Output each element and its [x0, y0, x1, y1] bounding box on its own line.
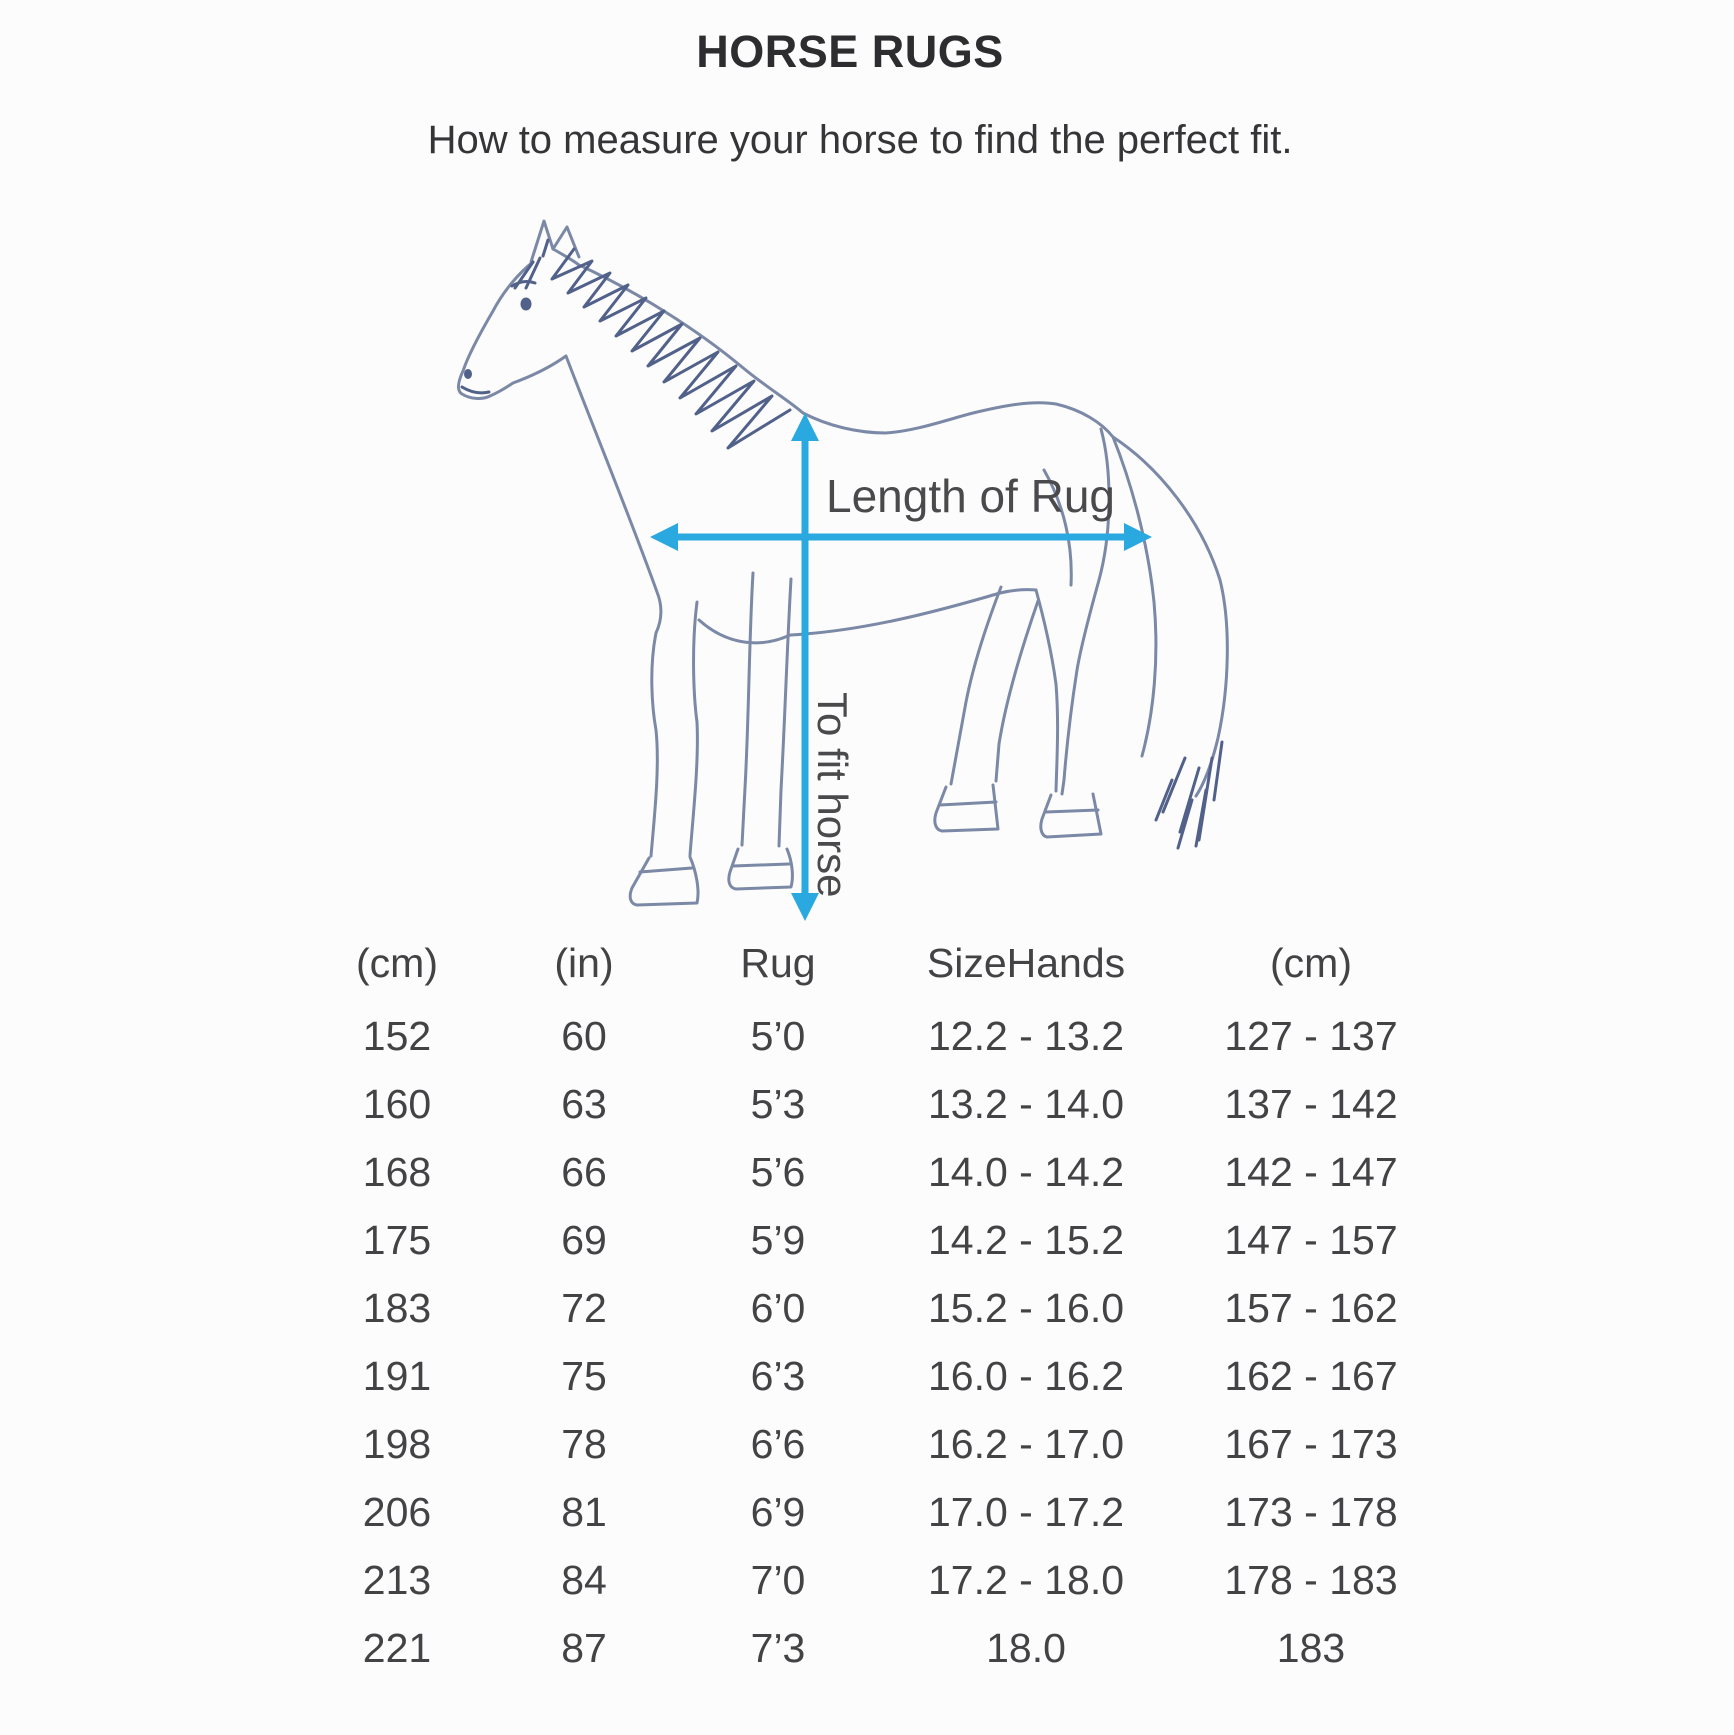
table-cell: 5’9	[672, 1217, 884, 1264]
table-cell: 78	[496, 1421, 672, 1468]
table-cell: 191	[298, 1353, 496, 1400]
table-cell: 175	[298, 1217, 496, 1264]
to-fit-horse-label: To fit horse	[809, 692, 856, 897]
horse-measurement-diagram: Length of Rug To fit horse	[0, 0, 1734, 935]
table-cell: 14.0 - 14.2	[884, 1149, 1168, 1196]
table-cell: 137 - 142	[1168, 1081, 1454, 1128]
table-cell: 75	[496, 1353, 672, 1400]
horse-rug-size-guide: HORSE RUGS How to measure your horse to …	[0, 0, 1734, 1735]
table-cell: 206	[298, 1489, 496, 1536]
table-cell: 5’3	[672, 1081, 884, 1128]
table-cell: 5’0	[672, 1013, 884, 1060]
table-row: 160 63 5’3 13.2 - 14.0 137 - 142	[298, 1070, 1454, 1138]
table-cell: 162 - 167	[1168, 1353, 1454, 1400]
table-cell: 16.2 - 17.0	[884, 1421, 1168, 1468]
table-cell: 7’0	[672, 1557, 884, 1604]
table-cell: 213	[298, 1557, 496, 1604]
table-cell: 127 - 137	[1168, 1013, 1454, 1060]
table-cell: 6’3	[672, 1353, 884, 1400]
table-cell: 6’0	[672, 1285, 884, 1332]
table-row: 175 69 5’9 14.2 - 15.2 147 - 157	[298, 1206, 1454, 1274]
table-cell: 60	[496, 1013, 672, 1060]
table-row: 152 60 5’0 12.2 - 13.2 127 - 137	[298, 1002, 1454, 1070]
table-cell: 5’6	[672, 1149, 884, 1196]
table-cell: 66	[496, 1149, 672, 1196]
table-cell: 13.2 - 14.0	[884, 1081, 1168, 1128]
table-cell: 157 - 162	[1168, 1285, 1454, 1332]
length-of-rug-arrow	[650, 523, 1152, 551]
table-cell: 84	[496, 1557, 672, 1604]
table-cell: 198	[298, 1421, 496, 1468]
table-cell: 16.0 - 16.2	[884, 1353, 1168, 1400]
column-header-cm-height: (cm)	[1168, 940, 1454, 987]
table-row: 213 84 7’0 17.2 - 18.0 178 - 183	[298, 1546, 1454, 1614]
table-cell: 168	[298, 1149, 496, 1196]
column-header-size-hands: SizeHands	[884, 940, 1168, 987]
table-cell: 14.2 - 15.2	[884, 1217, 1168, 1264]
column-header-in: (in)	[496, 940, 672, 987]
table-row: 206 81 6’9 17.0 - 17.2 173 - 178	[298, 1478, 1454, 1546]
table-cell: 142 - 147	[1168, 1149, 1454, 1196]
table-row: 183 72 6’0 15.2 - 16.0 157 - 162	[298, 1274, 1454, 1342]
table-cell: 17.2 - 18.0	[884, 1557, 1168, 1604]
column-header-cm-length: (cm)	[298, 940, 496, 987]
table-cell: 18.0	[884, 1625, 1168, 1672]
table-cell: 15.2 - 16.0	[884, 1285, 1168, 1332]
table-cell: 17.0 - 17.2	[884, 1489, 1168, 1536]
table-cell: 6’6	[672, 1421, 884, 1468]
table-header-row: (cm) (in) Rug SizeHands (cm)	[298, 930, 1454, 996]
table-cell: 69	[496, 1217, 672, 1264]
table-cell: 147 - 157	[1168, 1217, 1454, 1264]
table-cell: 12.2 - 13.2	[884, 1013, 1168, 1060]
table-cell: 7’3	[672, 1625, 884, 1672]
table-cell: 6’9	[672, 1489, 884, 1536]
table-cell: 152	[298, 1013, 496, 1060]
size-table: (cm) (in) Rug SizeHands (cm) 152 60 5’0 …	[298, 930, 1454, 1682]
table-cell: 221	[298, 1625, 496, 1672]
table-cell: 167 - 173	[1168, 1421, 1454, 1468]
table-cell: 183	[298, 1285, 496, 1332]
table-cell: 173 - 178	[1168, 1489, 1454, 1536]
table-cell: 81	[496, 1489, 672, 1536]
table-cell: 183	[1168, 1625, 1454, 1672]
table-cell: 72	[496, 1285, 672, 1332]
length-of-rug-label: Length of Rug	[826, 470, 1115, 522]
table-row: 168 66 5’6 14.0 - 14.2 142 - 147	[298, 1138, 1454, 1206]
table-cell: 87	[496, 1625, 672, 1672]
table-row: 221 87 7’3 18.0 183	[298, 1614, 1454, 1682]
table-row: 198 78 6’6 16.2 - 17.0 167 - 173	[298, 1410, 1454, 1478]
horse-mane	[515, 249, 790, 448]
table-cell: 63	[496, 1081, 672, 1128]
table-row: 191 75 6’3 16.0 - 16.2 162 - 167	[298, 1342, 1454, 1410]
table-cell: 178 - 183	[1168, 1557, 1454, 1604]
table-cell: 160	[298, 1081, 496, 1128]
column-header-rug: Rug	[672, 940, 884, 987]
